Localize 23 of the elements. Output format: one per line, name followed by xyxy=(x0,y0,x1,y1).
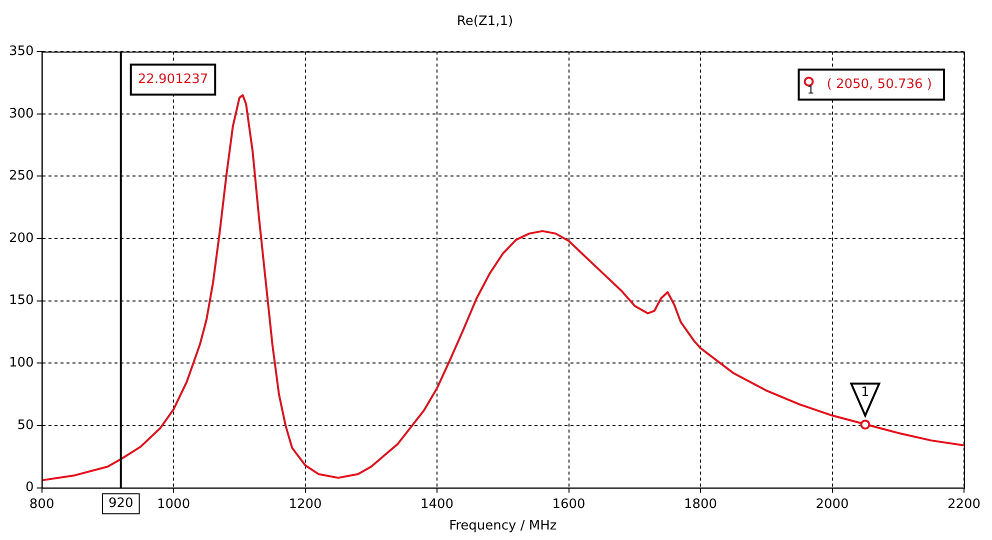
x-tick-label: 2200 xyxy=(947,496,981,512)
legend-label: 1 xyxy=(807,83,814,96)
x-tick-label: 800 xyxy=(29,496,54,512)
x-tick-label: 1600 xyxy=(552,496,586,512)
y-tick-label: 100 xyxy=(8,356,34,371)
y-tick-label: 150 xyxy=(8,293,34,308)
y-tick-label: 350 xyxy=(8,44,34,59)
x-tick-label: 2000 xyxy=(816,496,849,512)
x-tick-label: 1400 xyxy=(420,496,454,512)
y-tick-label: 50 xyxy=(17,418,34,433)
y-tick-label: 0 xyxy=(26,480,34,496)
annotation: 22.901237 xyxy=(138,72,208,87)
x-tick-label: 1000 xyxy=(157,496,190,512)
ref-line-label: 920 xyxy=(108,496,134,512)
x-axis-title: Frequency / MHz xyxy=(449,518,557,534)
text: 1 xyxy=(861,384,870,400)
x-tick-label: 1200 xyxy=(288,496,322,512)
annotation: ( 2050, 50.736 ) xyxy=(826,76,932,92)
y-tick-label: 200 xyxy=(8,230,34,246)
y-tick-label: 250 xyxy=(8,168,34,184)
y-tick-label: 300 xyxy=(8,106,34,122)
x-tick-label: 1800 xyxy=(684,496,718,512)
chart-title: Re(Z1,1) xyxy=(456,14,514,30)
